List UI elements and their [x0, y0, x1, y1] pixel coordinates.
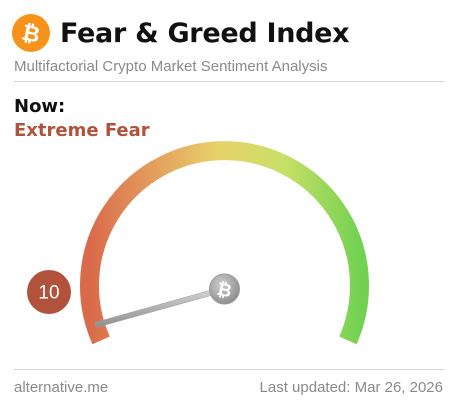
page-title: Fear & Greed Index	[60, 18, 350, 49]
sentiment-classification: Extreme Fear	[14, 120, 150, 141]
header: ₿ Fear & Greed Index	[12, 14, 442, 58]
header-divider	[14, 81, 444, 82]
last-updated: Last updated: Mar 26, 2026	[259, 379, 443, 396]
hub-bitcoin-icon: ₿	[215, 279, 234, 303]
svg-text:₿: ₿	[19, 20, 42, 48]
gauge-arc	[80, 141, 369, 345]
value-badge: 10	[38, 283, 59, 304]
gauge-needle	[94, 286, 226, 328]
page-subtitle: Multifactorial Crypto Market Sentiment A…	[14, 58, 328, 75]
bitcoin-icon: ₿	[12, 14, 50, 52]
needle-hub	[209, 273, 240, 305]
now-label: Now:	[14, 96, 66, 117]
value-badge-circle	[27, 270, 71, 314]
source-link[interactable]: alternative.me	[14, 379, 109, 396]
footer-divider	[14, 369, 444, 370]
